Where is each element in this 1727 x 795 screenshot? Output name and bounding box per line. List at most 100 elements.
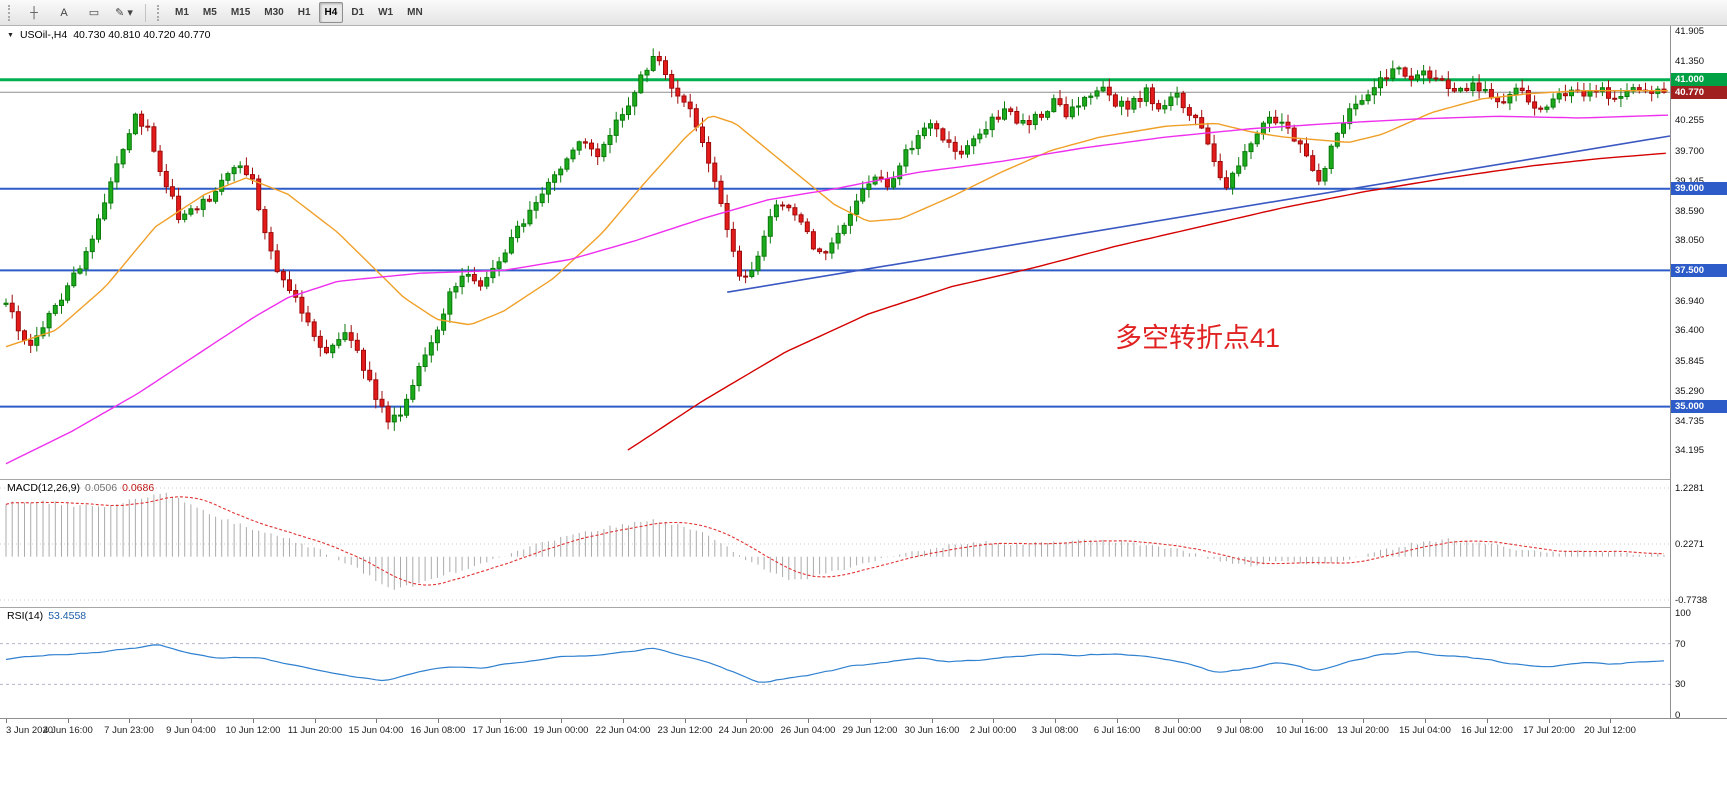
time-axis-tick [376,719,377,723]
time-label: 17 Jul 20:00 [1523,725,1575,736]
time-axis-tick [1549,719,1550,723]
time-axis-tick [1425,719,1426,723]
time-axis-tick [1055,719,1056,723]
rsi-axis-tick: 30 [1675,679,1686,690]
time-label: 22 Jun 04:00 [595,725,651,736]
price-tag-39.000: 39.000 [1671,182,1727,195]
timeframe-button-w1[interactable]: W1 [378,7,394,18]
time-label: 6 Jul 16:00 [1093,725,1141,736]
timeframe-button-d1[interactable]: D1 [351,7,365,18]
time-label: 16 Jul 12:00 [1461,725,1513,736]
macd-label: MACD(12,26,9) 0.0506 0.0686 [7,482,154,494]
chart-legend: ▼ USOil-,H4 40.730 40.810 40.720 40.770 [7,29,210,41]
price-axis-tick: 38.050 [1675,235,1705,246]
shapes-button[interactable]: ▭ [88,7,100,19]
time-axis-tick [500,719,501,723]
time-axis-tick [623,719,624,723]
time-label: 26 Jun 04:00 [780,725,836,736]
time-label: 3 Jun 2020 [6,725,54,736]
price-tag-35.000: 35.000 [1671,400,1727,413]
macd-axis-tick: 0.2271 [1675,539,1705,550]
time-label: 29 Jun 12:00 [842,725,898,736]
macd-main-value: 0.0506 [84,482,118,494]
price-axis-tick: 36.400 [1675,325,1705,336]
time-axis-tick [932,719,933,723]
price-chart-canvas[interactable] [0,26,1670,480]
time-axis[interactable]: 3 Jun 2020 4 Jun 16:00 7 Jun 23:00 9 Jun 04… [0,718,1727,795]
price-axis-tick: 41.905 [1675,26,1705,37]
macd-panel[interactable]: MACD(12,26,9) 0.0506 0.0686 [0,480,1670,608]
time-label: 10 Jul 16:00 [1276,725,1328,736]
time-axis-tick [68,719,69,723]
macd-signal-value: 0.0686 [122,482,155,494]
timeframe-button-m30[interactable]: M30 [264,7,284,18]
price-axis-tick: 38.590 [1675,206,1705,217]
macd-canvas[interactable] [0,480,1670,608]
time-label: 23 Jun 12:00 [657,725,713,736]
draw-dropdown[interactable]: ✎ ▾ [115,7,133,19]
toolbar-grip[interactable] [157,4,163,21]
time-label: 20 Jul 12:00 [1584,725,1636,736]
time-label: 19 Jun 00:00 [533,725,589,736]
rsi-value: 53.4558 [48,610,87,622]
text-button[interactable]: A [60,6,68,19]
rsi-axis-tick: 70 [1675,639,1686,650]
price-axis[interactable]: 41.905 41.350 40.255 39.700 39.145 38.590 38.0… [1671,26,1727,721]
time-axis-tick [1240,719,1241,723]
time-axis-tick [6,719,7,723]
rsi-label: RSI(14) 53.4558 [7,610,86,622]
macd-axis-tick: -0.7738 [1675,595,1708,606]
time-axis-tick [1178,719,1179,723]
time-label: 13 Jul 20:00 [1337,725,1389,736]
timeframe-button-m5[interactable]: M5 [202,7,217,18]
time-label: 9 Jun 04:00 [166,725,216,736]
toolbar: ┼ A ▭ ✎ ▾ M1 M5 M15 M30 H1 H4 D1 W1 MN [0,0,1727,26]
time-axis-tick [129,719,130,723]
time-label: 7 Jun 23:00 [104,725,154,736]
timeframe-button-m1[interactable]: M1 [175,7,189,18]
time-axis-tick [1363,719,1364,723]
time-axis-tick [746,719,747,723]
annotation-text[interactable]: 多空转折点41 [1115,323,1281,353]
timeframe-button-h1[interactable]: H1 [297,7,311,18]
time-label: 8 Jul 00:00 [1154,725,1202,736]
time-axis-tick [808,719,809,723]
rsi-panel[interactable]: RSI(14) 53.4558 [0,608,1670,718]
time-axis-tick [315,719,316,723]
time-label: 16 Jun 08:00 [410,725,466,736]
macd-name: MACD(12,26,9) [7,482,80,494]
time-axis-tick [1302,719,1303,723]
time-label: 2 Jul 00:00 [969,725,1017,736]
toolbar-separator [145,3,146,22]
time-label: 30 Jun 16:00 [904,725,960,736]
time-label: 24 Jun 20:00 [718,725,774,736]
price-axis-tick: 41.350 [1675,56,1705,67]
time-axis-tick [191,719,192,723]
macd-axis-tick: 1.2281 [1675,483,1705,494]
ohlc-values: 40.730 40.810 40.720 40.770 [73,29,211,41]
toolbar-grip[interactable] [8,4,14,21]
timeframe-button-m15[interactable]: M15 [230,7,251,18]
price-chart-panel[interactable]: ▼ USOil-,H4 40.730 40.810 40.720 40.770 … [0,26,1670,480]
price-axis-tick: 34.735 [1675,416,1705,427]
price-axis-tick: 35.845 [1675,356,1705,367]
rsi-canvas[interactable] [0,608,1670,718]
time-label: 9 Jul 08:00 [1216,725,1264,736]
price-axis-tick: 34.195 [1675,445,1705,456]
time-label: 3 Jul 08:00 [1031,725,1079,736]
price-tag-40.770: 40.770 [1671,86,1727,99]
crosshair-button[interactable]: ┼ [30,6,38,19]
time-axis-tick [1117,719,1118,723]
time-axis-tick [1487,719,1488,723]
time-axis-tick [685,719,686,723]
price-axis-tick: 40.255 [1675,115,1705,126]
axis-separator [1670,26,1671,718]
rsi-axis-tick: 100 [1675,608,1691,619]
price-tag-41.000: 41.000 [1671,73,1727,86]
time-axis-tick [438,719,439,723]
time-axis-tick [561,719,562,723]
price-axis-tick: 39.145 [1675,176,1704,187]
time-axis-tick [870,719,871,723]
timeframe-button-mn[interactable]: MN [407,7,423,18]
timeframe-button-h4[interactable]: H4 [318,2,344,23]
